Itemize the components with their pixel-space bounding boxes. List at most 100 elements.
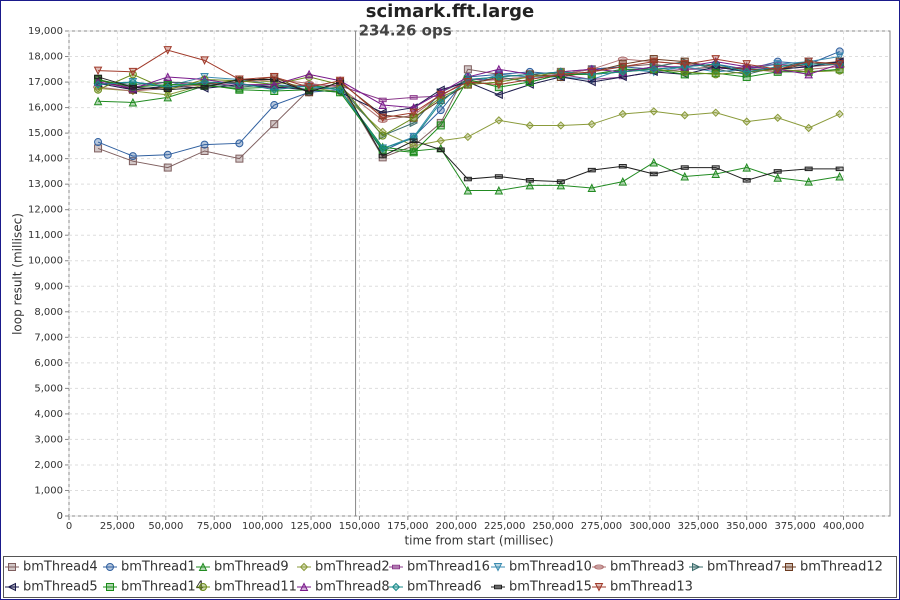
data-point <box>680 171 690 181</box>
y-tick-label: 1,000 <box>34 485 63 496</box>
data-point <box>649 57 659 67</box>
data-point <box>436 121 445 130</box>
data-point <box>335 76 345 86</box>
legend-marker <box>392 564 400 570</box>
legend-marker <box>391 582 401 592</box>
data-point <box>200 80 209 89</box>
data-point <box>235 154 244 163</box>
data-point <box>835 166 844 172</box>
x-tick-label: 25,000 <box>100 521 135 532</box>
x-tick-label: 300,000 <box>629 521 670 532</box>
x-tick-label: 250,000 <box>532 521 573 532</box>
data-point <box>163 92 173 102</box>
legend-label: bmThread10 <box>509 560 592 575</box>
data-point <box>94 85 103 94</box>
data-point <box>409 108 418 118</box>
data-point <box>436 98 445 107</box>
legend-label: bmThread9 <box>214 560 289 575</box>
data-point <box>409 113 418 122</box>
data-point <box>680 111 689 120</box>
data-point <box>200 84 209 90</box>
data-point <box>436 106 445 115</box>
data-point <box>163 46 173 55</box>
data-point <box>742 72 751 81</box>
annotation-text: 234.26 ops <box>359 22 452 40</box>
y-tick-label: 11,000 <box>28 230 63 241</box>
x-tick-label: 275,000 <box>581 521 622 532</box>
x-tick-label: 200,000 <box>436 521 477 532</box>
y-tick-label: 12,000 <box>28 205 63 216</box>
data-point <box>94 144 103 153</box>
x-tick-label: 125,000 <box>290 521 331 532</box>
data-point <box>618 109 627 119</box>
y-tick-label: 10,000 <box>28 256 63 267</box>
y-axis-title: loop result (millisec) <box>11 213 25 335</box>
data-point <box>235 75 244 85</box>
data-point <box>494 80 504 90</box>
data-point <box>618 67 627 77</box>
data-point <box>163 82 172 92</box>
data-point <box>773 65 783 74</box>
data-point <box>618 164 627 169</box>
data-point <box>525 121 535 130</box>
data-point <box>200 56 209 65</box>
data-point <box>835 171 844 181</box>
data-point <box>587 167 596 173</box>
legend-label: bmThread6 <box>407 580 482 595</box>
data-point <box>804 176 813 186</box>
legend-marker <box>106 563 114 571</box>
legend-box <box>3 556 897 598</box>
legend-label: bmThread3 <box>610 560 685 575</box>
legend-marker <box>692 562 701 572</box>
data-point <box>773 173 783 182</box>
y-tick-label: 2,000 <box>34 460 63 471</box>
x-axis-title: time from start (millisec) <box>404 534 553 548</box>
data-point <box>711 108 720 117</box>
legend-label: bmThread11 <box>214 580 297 595</box>
data-point <box>773 113 782 122</box>
series-line <box>97 61 840 114</box>
y-tick-label: 5,000 <box>34 383 63 394</box>
y-tick-label: 8,000 <box>34 307 63 318</box>
data-point <box>804 166 813 172</box>
series-line <box>97 76 840 183</box>
data-point <box>436 136 445 145</box>
legend-marker <box>594 583 604 592</box>
data-point <box>711 70 720 79</box>
data-point <box>494 72 504 82</box>
legend-marker <box>494 584 502 590</box>
data-point <box>742 60 752 69</box>
legend-label: bmThread1 <box>121 560 196 575</box>
x-tick-label: 175,000 <box>387 521 428 532</box>
data-point <box>711 59 720 69</box>
x-tick-label: 75,000 <box>197 521 232 532</box>
y-tick-label: 7,000 <box>34 332 63 343</box>
data-point <box>463 176 472 182</box>
x-tick-label: 400,000 <box>823 521 864 532</box>
data-point <box>711 55 721 64</box>
data-point <box>128 84 137 90</box>
data-point <box>742 162 752 172</box>
data-point <box>587 67 597 77</box>
data-point <box>378 100 387 110</box>
x-tick-label: 375,000 <box>774 521 815 532</box>
data-point <box>436 90 446 100</box>
data-point <box>378 131 387 140</box>
data-point <box>128 67 138 77</box>
series-line <box>98 84 840 192</box>
data-point <box>93 80 103 89</box>
data-point <box>270 101 279 110</box>
legend-label: bmThread15 <box>509 580 592 595</box>
data-point <box>587 119 597 129</box>
data-point <box>463 185 473 195</box>
data-point <box>409 138 418 144</box>
data-point <box>94 138 103 147</box>
x-tick-label: 150,000 <box>339 521 380 532</box>
data-point <box>804 69 813 79</box>
y-tick-label: 13,000 <box>28 179 63 190</box>
data-point <box>200 140 209 149</box>
data-point <box>742 117 751 126</box>
data-point <box>409 95 418 100</box>
data-point <box>304 83 314 92</box>
